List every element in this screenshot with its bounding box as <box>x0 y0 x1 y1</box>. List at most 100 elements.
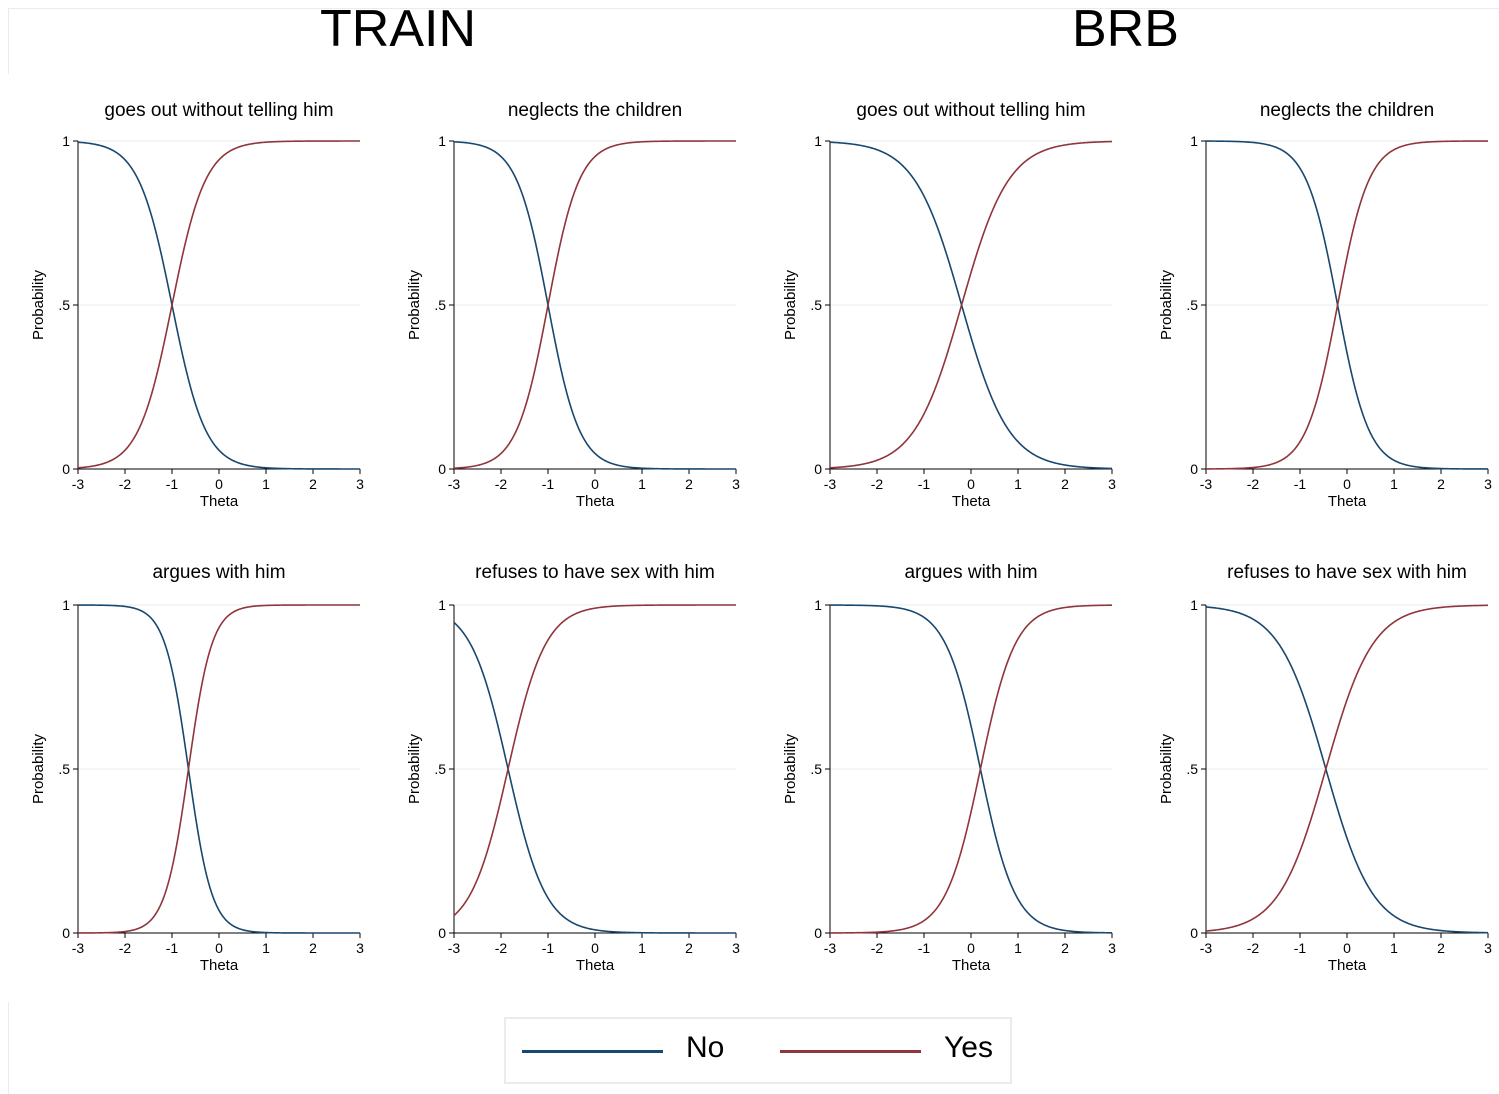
y-axis-title: Probability <box>782 733 799 804</box>
panel-4: neglects the children 0 .5 1 -3 -2 -1 0 1 2 3 Theta… <box>1158 100 1492 510</box>
y-tick-label: 0 <box>62 925 70 941</box>
panel-title: argues with him <box>904 562 1037 583</box>
x-tick-label: 3 <box>356 476 364 492</box>
x-tick-label: 3 <box>1108 476 1116 492</box>
x-tick-label: 1 <box>1390 476 1398 492</box>
x-tick-label: 0 <box>215 476 223 492</box>
x-tick-label: -1 <box>542 940 555 956</box>
x-tick-label: -1 <box>166 940 179 956</box>
plots-area: goes out without telling him 0 .5 1 -3 -2 -1 0 1… <box>30 100 1492 974</box>
x-tick-label: -2 <box>1247 476 1260 492</box>
x-axis-title: Theta <box>1328 493 1367 510</box>
x-tick-label: 3 <box>356 940 364 956</box>
x-tick-label: 2 <box>1437 940 1445 956</box>
x-tick-label: 2 <box>309 476 317 492</box>
group-title-brb: BRB <box>1072 0 1179 58</box>
series-line-yes <box>78 604 360 934</box>
x-axis-title: Theta <box>200 957 239 974</box>
x-tick-label: -1 <box>918 476 931 492</box>
x-tick-label: 1 <box>262 476 270 492</box>
x-tick-label: 0 <box>1343 476 1351 492</box>
x-tick-label: -3 <box>824 940 837 956</box>
x-tick-label: -3 <box>1200 940 1213 956</box>
y-tick-label: 0 <box>438 925 446 941</box>
series-line-no <box>1205 606 1489 934</box>
frame-top-border <box>8 8 1499 9</box>
series-line-yes <box>453 604 736 917</box>
x-tick-label: 3 <box>1484 940 1492 956</box>
x-tick-label: 2 <box>1061 476 1069 492</box>
x-tick-label: -2 <box>871 940 884 956</box>
x-tick-label: -2 <box>1247 940 1260 956</box>
y-axis-title: Probability <box>30 733 47 804</box>
series-line-no <box>77 141 360 470</box>
y-tick-label: .5 <box>1186 297 1198 313</box>
x-tick-label: 2 <box>309 940 317 956</box>
y-tick-label: .5 <box>434 297 446 313</box>
x-tick-label: -3 <box>448 940 461 956</box>
y-tick-label: 0 <box>1190 925 1198 941</box>
group-title-train: TRAIN <box>320 0 476 58</box>
panel-5: argues with him 0 .5 1 -3 -2 -1 0 1 2 3 Theta Probab… <box>30 562 364 974</box>
panel-7: argues with him 0 .5 1 -3 -2 -1 0 1 2 3 Theta Probab… <box>782 562 1116 974</box>
y-tick-label: .5 <box>434 761 446 777</box>
x-axis-title: Theta <box>952 957 991 974</box>
y-axis-title: Probability <box>782 269 799 340</box>
panel-title: refuses to have sex with him <box>475 562 715 583</box>
x-tick-label: 1 <box>1390 940 1398 956</box>
y-tick-label: .5 <box>810 297 822 313</box>
series-line-no <box>453 141 736 470</box>
x-tick-label: 2 <box>1061 940 1069 956</box>
legend: No Yes <box>504 1017 1012 1084</box>
x-tick-label: 3 <box>1108 940 1116 956</box>
series-line-yes <box>77 140 360 469</box>
y-tick-label: 0 <box>814 925 822 941</box>
y-tick-label: 1 <box>438 133 446 149</box>
x-axis-title: Theta <box>576 957 615 974</box>
x-tick-label: -1 <box>1294 476 1307 492</box>
series-line-no <box>1205 140 1488 470</box>
y-tick-label: 1 <box>62 133 70 149</box>
y-tick-label: 0 <box>438 461 446 477</box>
panel-title: argues with him <box>152 562 285 583</box>
x-tick-label: 0 <box>1343 940 1351 956</box>
y-tick-label: 0 <box>62 461 70 477</box>
y-tick-label: .5 <box>58 297 70 313</box>
x-tick-label: 3 <box>1484 476 1492 492</box>
x-tick-label: 0 <box>967 940 975 956</box>
panel-title: goes out without telling him <box>856 100 1085 121</box>
panel-6: refuses to have sex with him 0 .5 1 -3 -2 -1 0 1… <box>406 562 740 974</box>
legend-no-label: No <box>686 1031 725 1064</box>
panel-title: goes out without telling him <box>104 100 333 121</box>
panel-8: refuses to have sex with him 0 .5 1 -3 -2 -1 0 1… <box>1158 562 1492 974</box>
panel-2: neglects the children 0 .5 1 -3 -2 -1 0 1 2 3 Theta… <box>406 100 740 510</box>
series-line-yes <box>453 140 736 469</box>
x-tick-label: 1 <box>1014 476 1022 492</box>
x-tick-label: -2 <box>119 476 132 492</box>
x-tick-label: -2 <box>119 940 132 956</box>
x-tick-label: 1 <box>638 940 646 956</box>
series-line-no <box>453 621 736 934</box>
x-tick-label: 0 <box>591 940 599 956</box>
y-tick-label: 1 <box>1190 133 1198 149</box>
y-tick-label: .5 <box>58 761 70 777</box>
x-tick-label: -3 <box>72 476 85 492</box>
x-axis-title: Theta <box>1328 957 1367 974</box>
y-axis-title: Probability <box>30 269 47 340</box>
x-tick-label: -3 <box>72 940 85 956</box>
series-line-yes <box>829 140 1113 469</box>
x-tick-label: -3 <box>1200 476 1213 492</box>
x-axis-title: Theta <box>200 493 239 510</box>
y-tick-label: 0 <box>1190 461 1198 477</box>
panel-title: refuses to have sex with him <box>1227 562 1467 583</box>
panel-title: neglects the children <box>508 100 682 121</box>
y-tick-label: .5 <box>810 761 822 777</box>
x-tick-label: -2 <box>871 476 884 492</box>
x-axis-title: Theta <box>576 493 615 510</box>
y-axis-title: Probability <box>406 733 423 804</box>
y-axis-title: Probability <box>1158 269 1175 340</box>
x-axis-title: Theta <box>952 493 991 510</box>
x-tick-label: 3 <box>732 940 740 956</box>
y-tick-label: .5 <box>1186 761 1198 777</box>
legend-no-line <box>522 1050 663 1053</box>
